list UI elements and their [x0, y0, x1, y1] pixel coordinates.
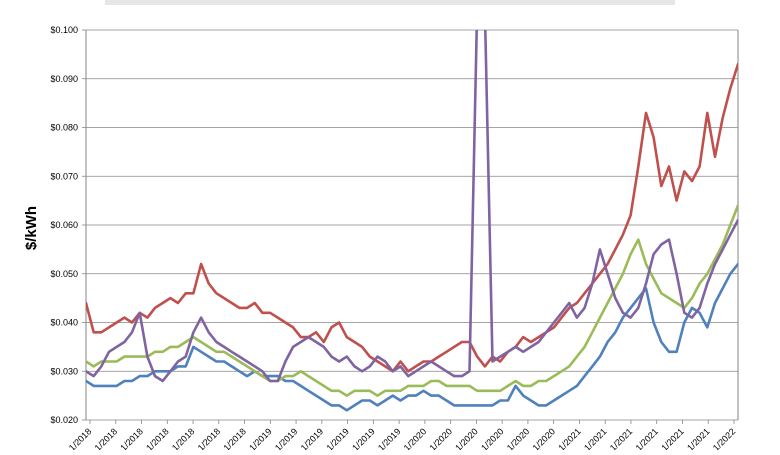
y-tick-label: $0.020 [50, 415, 78, 425]
chart-title-bar [105, 0, 675, 5]
y-tick-label: $0.100 [50, 25, 78, 35]
y-axis-label: $/kWh [23, 206, 40, 250]
series-line-4 [86, 30, 738, 383]
y-tick-label: $0.040 [50, 318, 78, 328]
y-tick-label: $0.070 [50, 171, 78, 181]
y-tick-label: $0.080 [50, 123, 78, 133]
series-line-1 [86, 62, 738, 373]
y-tick-label: $0.030 [50, 366, 78, 376]
y-tick-label: $0.050 [50, 269, 78, 279]
y-tick-label: $0.060 [50, 220, 78, 230]
y-tick-label: $0.090 [50, 74, 78, 84]
series-line-3 [86, 204, 738, 397]
series-line-2 [86, 262, 738, 412]
